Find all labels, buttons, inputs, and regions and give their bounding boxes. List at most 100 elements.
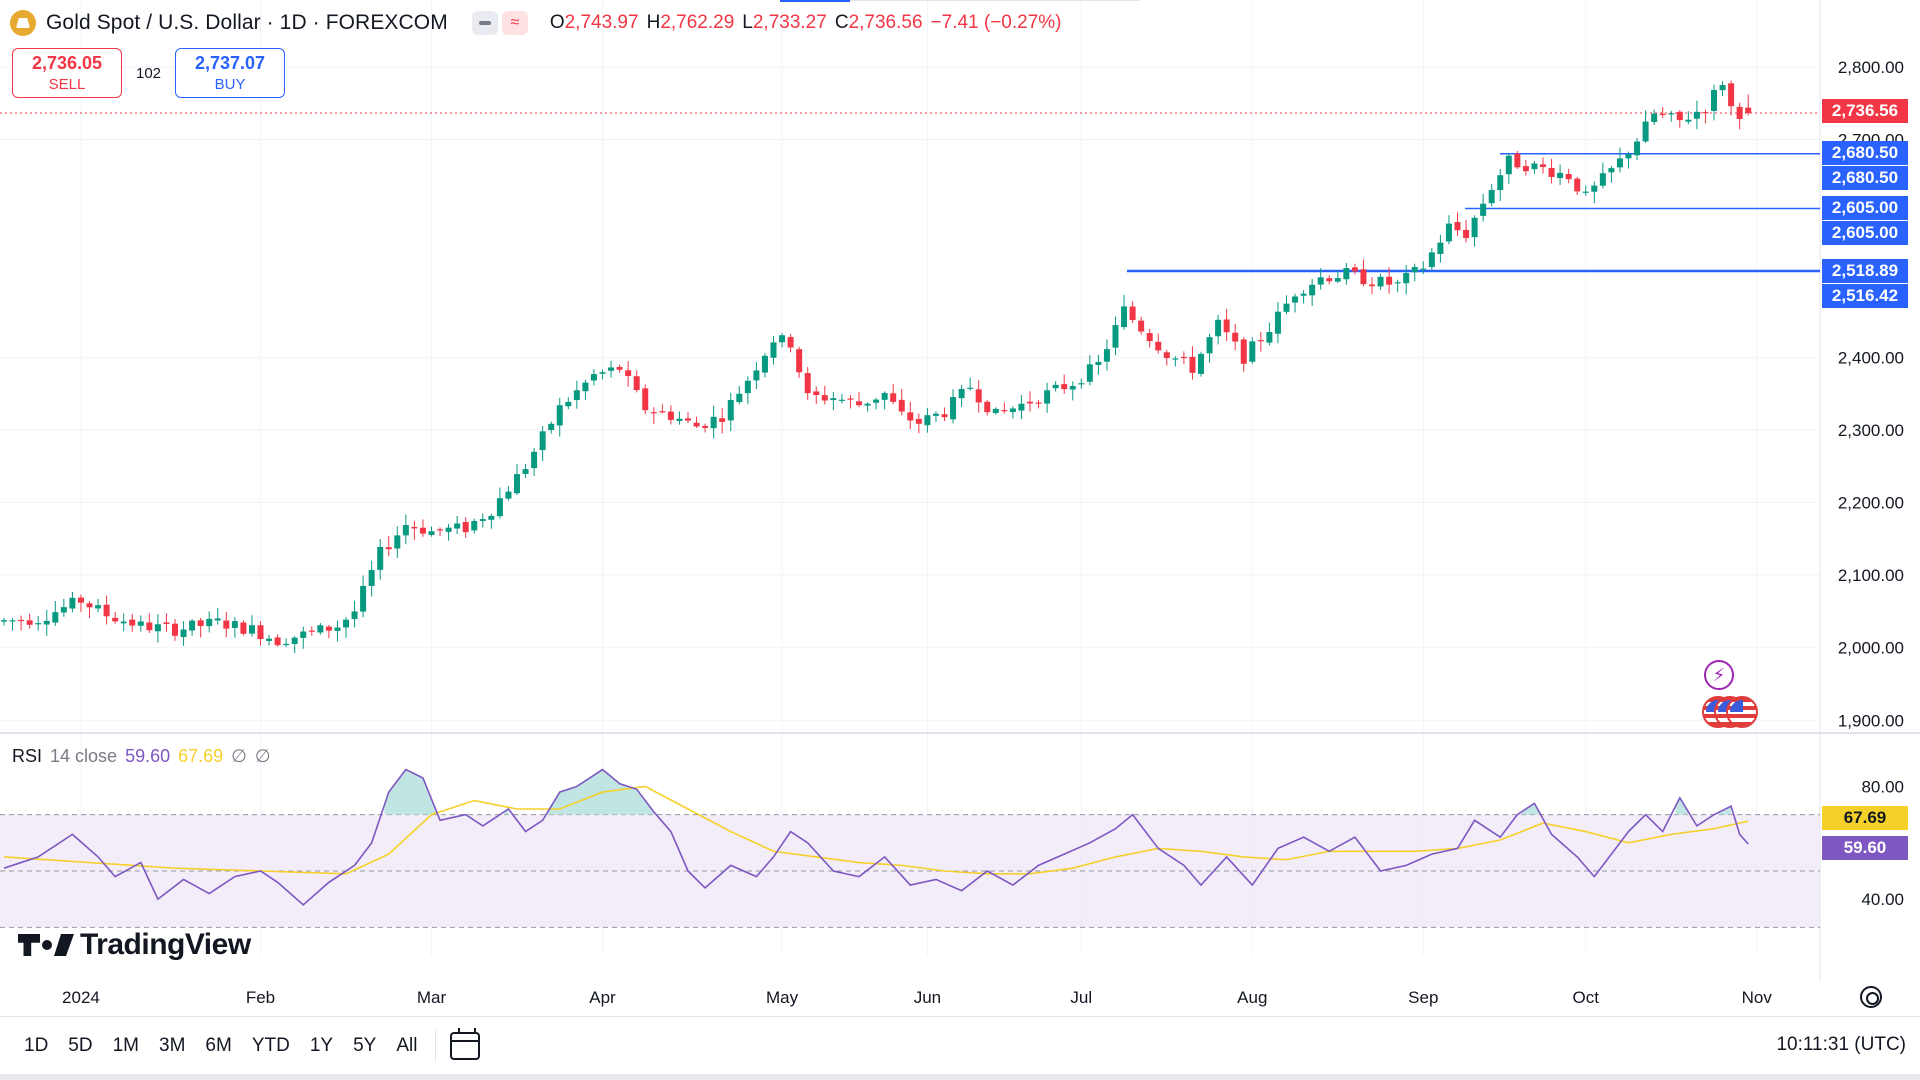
candle-body — [1309, 284, 1316, 296]
candle-body — [847, 398, 854, 400]
candle-body — [1257, 340, 1264, 342]
tradingview-logo[interactable]: TradingView — [18, 928, 251, 962]
candle-body — [753, 370, 760, 381]
hline-3-label-b[interactable]: 2,516.42 — [1822, 284, 1908, 308]
hline-1-label-b[interactable]: 2,680.50 — [1822, 166, 1908, 190]
range-5y[interactable]: 5Y — [353, 1034, 377, 1056]
time-tick-label: Jul — [1070, 988, 1092, 1007]
candle-body — [1745, 107, 1752, 114]
candlesticks[interactable] — [1, 80, 1752, 654]
rsi-name: RSI — [12, 746, 43, 766]
buy-label: BUY — [214, 76, 246, 93]
candle-body — [625, 370, 632, 377]
hline-3-label-a[interactable]: 2,518.89 — [1822, 259, 1908, 283]
rsi-legend[interactable]: RSI 14 close 59.60 67.69 ∅ ∅ — [12, 746, 271, 767]
candle-body — [146, 622, 153, 631]
candle-body — [163, 622, 170, 624]
time-tick-label: Sep — [1408, 988, 1438, 1007]
range-all[interactable]: All — [396, 1034, 418, 1056]
candle-body — [257, 625, 264, 640]
status-pills[interactable]: ≈ — [471, 11, 528, 35]
candle-body — [223, 620, 230, 629]
utc-clock[interactable]: 10:11:31 (UTC) — [1776, 1034, 1906, 1055]
candle-body — [1634, 141, 1641, 156]
buy-button[interactable]: 2,737.07 BUY — [175, 48, 286, 98]
candle-body — [428, 531, 435, 535]
candle-body — [1386, 276, 1393, 285]
price-tick-label: 2,200.00 — [1838, 494, 1904, 513]
us-flag-icon[interactable] — [1726, 696, 1758, 728]
candle-body — [642, 388, 649, 411]
candle-body — [514, 474, 520, 494]
rsi-lines[interactable] — [3, 768, 1749, 906]
candle-body — [488, 515, 495, 520]
candle-body — [1232, 332, 1239, 342]
candle-body — [1129, 306, 1136, 320]
candle-body — [1377, 276, 1384, 287]
candle-body — [898, 399, 905, 412]
price-tick-label: 2,400.00 — [1838, 348, 1904, 367]
horizontal-lines[interactable] — [0, 112, 1820, 273]
candle-body — [1651, 113, 1658, 122]
candle-body — [60, 607, 67, 613]
candle-body — [582, 382, 589, 392]
candle-body — [804, 373, 811, 394]
bottom-toolbar: 1D 5D 1M 3M 6M YTD 1Y 5Y All — [0, 1016, 1920, 1074]
delayed-data-icon[interactable]: ≈ — [501, 11, 528, 35]
candle-body — [1052, 384, 1059, 389]
candle-body — [462, 522, 469, 533]
candle-body — [1086, 364, 1093, 382]
top-divider — [780, 0, 1140, 1]
range-3m[interactable]: 3M — [159, 1034, 186, 1056]
calendar-icon[interactable] — [450, 1027, 481, 1060]
rsi-empty-2: ∅ — [254, 746, 271, 766]
hline-2-label-b[interactable]: 2,605.00 — [1822, 221, 1908, 245]
candle-body — [1266, 332, 1273, 343]
candle-body — [599, 372, 606, 374]
range-6m[interactable]: 6M — [205, 1034, 232, 1056]
rsi-ma-line — [3, 785, 1749, 875]
rsi-tick-label: 40.00 — [1861, 890, 1904, 909]
range-ytd[interactable]: YTD — [251, 1034, 290, 1056]
gear-icon[interactable] — [1860, 986, 1882, 1008]
hline-2-label-a[interactable]: 2,605.00 — [1822, 196, 1908, 220]
candle-body — [1317, 277, 1324, 285]
candle-body — [120, 621, 127, 624]
range-1d[interactable]: 1D — [24, 1034, 49, 1056]
price-tick-label: 2,000.00 — [1838, 639, 1904, 658]
candle-body — [633, 376, 640, 391]
candle-body — [35, 623, 42, 625]
candle-body — [1240, 339, 1247, 364]
candle-body — [941, 414, 948, 418]
sell-price: 2,736.05 — [31, 53, 103, 73]
rsi-params: 14 close — [50, 746, 118, 766]
lightning-event-icon[interactable]: ⚡ — [1704, 660, 1734, 690]
candle-body — [77, 597, 84, 603]
candle-body — [1480, 203, 1487, 216]
candle-body — [1557, 172, 1564, 179]
candle-body — [1591, 185, 1598, 192]
candle-body — [18, 619, 25, 622]
candle-body — [471, 520, 478, 531]
range-1m[interactable]: 1M — [112, 1034, 139, 1056]
candle-body — [300, 631, 307, 638]
candle-body — [231, 621, 238, 628]
range-5d[interactable]: 5D — [68, 1034, 93, 1056]
candle-body — [1249, 341, 1256, 362]
candle-body — [86, 603, 93, 608]
candle-body — [727, 400, 734, 421]
candle-body — [565, 401, 572, 407]
candle-body — [710, 416, 717, 429]
range-1y[interactable]: 1Y — [309, 1034, 334, 1056]
high-value: 2,762.29 — [660, 12, 735, 33]
candle-body — [1044, 390, 1051, 404]
candle-body — [838, 399, 845, 401]
candle-body — [103, 604, 110, 617]
hline-1-label-a[interactable]: 2,680.50 — [1822, 141, 1908, 165]
market-status-icon[interactable] — [471, 11, 498, 35]
sell-button[interactable]: 2,736.05 SELL — [12, 48, 122, 98]
candle-body — [1659, 113, 1666, 115]
candle-body — [206, 618, 213, 627]
time-tick-label: 2024 — [62, 988, 100, 1007]
